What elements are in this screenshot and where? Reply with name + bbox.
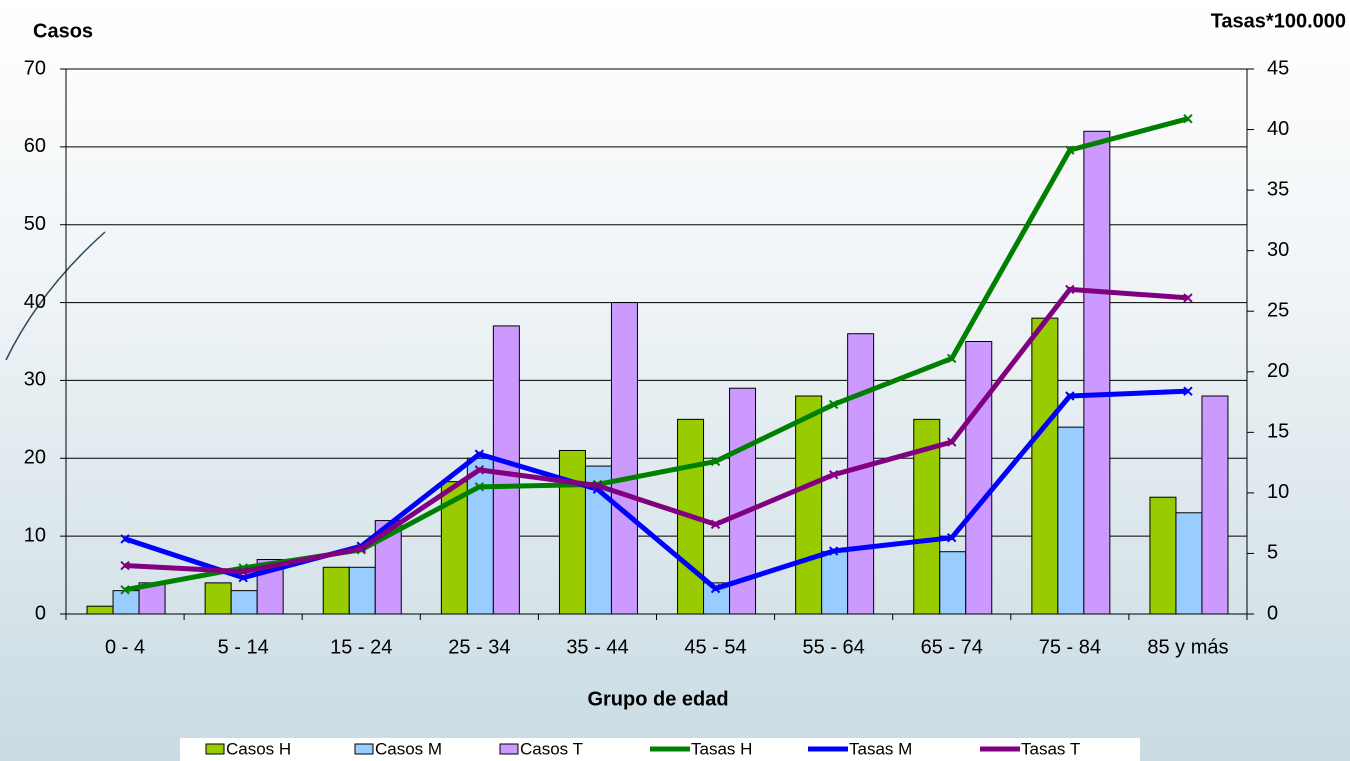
bar: [204, 582, 232, 615]
line-marker: [828, 399, 839, 410]
x-tick-label: 75 - 84: [1039, 636, 1101, 658]
x-tick-label: 65 - 74: [921, 636, 983, 658]
bar: [86, 605, 114, 615]
bar: [821, 551, 849, 615]
line-marker: [474, 482, 485, 492]
legend-swatch: [499, 743, 519, 755]
line-marker: [947, 353, 957, 364]
bar: [1201, 395, 1229, 615]
bar: [1083, 130, 1111, 615]
legend-swatch: [205, 743, 225, 755]
x-tick-label: 0 - 4: [105, 636, 145, 658]
bar: [610, 302, 638, 615]
line-marker: [1183, 113, 1193, 124]
line-marker: [592, 480, 603, 491]
line-marker: [947, 437, 957, 447]
decoration: [5, 231, 106, 361]
line-marker: [356, 543, 366, 554]
bar: [1175, 512, 1203, 615]
line-marker: [238, 566, 248, 577]
line-marker: [120, 534, 130, 544]
legend-label: Casos M: [375, 739, 442, 758]
y-tick-label: 0: [35, 602, 46, 624]
line-marker: [1183, 386, 1193, 396]
x-axis-label: Grupo de edad: [587, 688, 728, 710]
legend-swatch: [354, 743, 374, 755]
line-marker: [474, 465, 485, 475]
x-tick-label: 35 - 44: [566, 636, 628, 658]
line-marker: [710, 456, 721, 467]
bar: [965, 341, 993, 615]
y-tick-label: 10: [24, 524, 46, 546]
line-marker: [120, 560, 130, 571]
y2-tick-label: 10: [1267, 481, 1289, 503]
bar: [939, 551, 967, 615]
y-tick-label: 60: [24, 135, 46, 157]
line-marker: [1065, 391, 1075, 401]
y2-tick-label: 5: [1267, 542, 1278, 564]
line-marker: [947, 532, 957, 543]
y2-tick-label: 40: [1267, 118, 1289, 140]
line-marker: [1065, 145, 1075, 155]
line-marker: [828, 470, 839, 480]
y2-tick-label: 15: [1267, 421, 1289, 443]
y2-tick-label: 45: [1267, 57, 1289, 79]
bar: [1149, 496, 1177, 615]
bar: [466, 457, 494, 615]
bar: [795, 395, 823, 615]
x-tick-label: 15 - 24: [330, 636, 392, 658]
bar: [847, 333, 875, 615]
bar: [558, 450, 586, 615]
y-tick-label: 30: [24, 369, 46, 391]
line-marker: [710, 519, 721, 530]
x-tick-label: 25 - 34: [448, 636, 510, 658]
bar: [112, 590, 140, 615]
y-axis-label: Casos: [33, 20, 93, 42]
line-marker: [1183, 293, 1193, 303]
x-tick-label: 85 y más: [1147, 636, 1228, 658]
legend-label: Tasas H: [691, 739, 752, 758]
bar: [1031, 317, 1059, 615]
y-tick-label: 50: [24, 213, 46, 235]
line-marker: [474, 449, 485, 459]
y-tick-label: 70: [24, 57, 46, 79]
y2-tick-label: 25: [1267, 300, 1289, 322]
bar: [348, 566, 376, 615]
y2-axis-label: Tasas*100.000: [1211, 10, 1346, 32]
x-tick-label: 5 - 14: [218, 636, 269, 658]
y2-tick-label: 35: [1267, 178, 1289, 200]
y2-tick-label: 30: [1267, 239, 1289, 261]
bar: [230, 590, 258, 615]
bar: [1057, 426, 1085, 615]
legend-label: Tasas M: [849, 739, 912, 758]
y2-tick-label: 20: [1267, 360, 1289, 382]
legend-label: Tasas T: [1021, 739, 1080, 758]
line-marker: [828, 546, 839, 556]
y-tick-label: 40: [24, 291, 46, 313]
legend-label: Casos H: [226, 739, 291, 758]
line-marker: [1065, 284, 1075, 295]
line-marker: [710, 583, 721, 594]
x-tick-label: 45 - 54: [684, 636, 746, 658]
x-tick-label: 55 - 64: [803, 636, 865, 658]
line-marker: [120, 585, 130, 595]
y-tick-label: 20: [24, 447, 46, 469]
legend-label: Casos T: [520, 739, 583, 758]
line: [124, 286, 1189, 575]
bar: [322, 566, 350, 615]
y2-tick-label: 0: [1267, 602, 1278, 624]
